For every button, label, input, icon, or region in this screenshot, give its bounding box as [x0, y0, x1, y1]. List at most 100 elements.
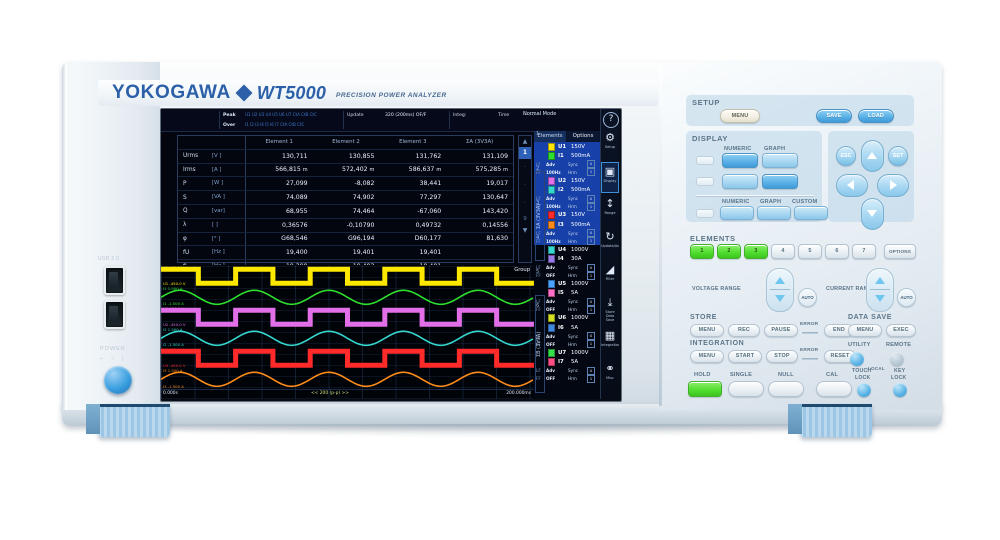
measurement-table[interactable]: Element 1 Element 2 Element 3 ΣA (3V3A) Urms…	[177, 135, 514, 273]
harmonic-source-box[interactable]: 1	[587, 237, 595, 246]
data-save-menu-button[interactable]: MENU	[848, 324, 882, 337]
element-channel-row[interactable]: I3 500mA	[534, 220, 600, 229]
element-ff-row[interactable]: FF OFF Hrm 1	[534, 305, 600, 314]
integration-stop-button[interactable]: STOP	[766, 350, 798, 363]
element-channel-row[interactable]: U6 1000V	[534, 314, 600, 323]
display-graph-button-3[interactable]	[757, 206, 791, 220]
element-filter-row[interactable]: LF Adv Sync U	[534, 194, 600, 203]
rail-item-filter[interactable]: ◢ Filter	[601, 261, 619, 292]
harmonic-source-box[interactable]: 1	[587, 374, 595, 383]
table-row[interactable]: P [W ] 27,099 -8,082 38,441 19,017	[178, 177, 513, 192]
sync-source-box[interactable]: U	[587, 160, 595, 169]
element-ff-row[interactable]: FF 100Hz Hrm 1	[534, 237, 600, 246]
key-lock-button[interactable]	[893, 383, 907, 397]
harmonic-source-box[interactable]: 1	[587, 305, 595, 314]
store-menu-button[interactable]: MENU	[690, 324, 724, 337]
page-dot[interactable]: ·	[524, 182, 526, 189]
page-last[interactable]: 9	[523, 216, 527, 222]
element-ff-row[interactable]: FF 100Hz Hrm 1	[534, 168, 600, 177]
element-filter-row[interactable]: LF Adv Sync U	[534, 332, 600, 341]
element-channel-row[interactable]: U7 1000V	[534, 348, 600, 357]
lcd-screen[interactable]: Peak U1U2U3U4U5U6U7CtACtBCtC Over I1I2I3…	[161, 109, 619, 399]
element-filter-row[interactable]: LF Adv Sync U	[534, 297, 600, 306]
nav-up-button[interactable]	[861, 140, 884, 172]
display-numeric-button-1[interactable]	[722, 153, 758, 168]
display-graph-button-2[interactable]	[762, 174, 798, 189]
display-graph-button-1[interactable]	[762, 153, 798, 168]
nav-right-button[interactable]	[877, 174, 909, 197]
display-numeric-button-3[interactable]	[720, 206, 754, 220]
sync-source-box[interactable]: U	[587, 194, 595, 203]
elements-group-list[interactable]: U1 150V I1 500mA LF Adv Sync U FF 100Hz …	[534, 142, 600, 383]
elements-panel-tabs[interactable]: Elements Options	[534, 131, 600, 142]
cal-button[interactable]	[816, 381, 852, 397]
sync-source-box[interactable]: U	[587, 229, 595, 238]
harmonic-source-box[interactable]: 1	[587, 271, 595, 280]
display-custom-button[interactable]	[794, 206, 828, 220]
element-config-group[interactable]: U5 1000V I5 5A LF Adv Sync U FF OFF Hrm …	[534, 280, 600, 314]
hold-button[interactable]	[688, 381, 722, 397]
element-button-3[interactable]: 3	[744, 244, 768, 259]
element-ff-row[interactable]: FF OFF Hrm 1	[534, 374, 600, 383]
setup-menu-button[interactable]: MENU	[720, 109, 760, 123]
element-button-6[interactable]: 6	[825, 244, 849, 259]
element-channel-row[interactable]: I1 500mA	[534, 151, 600, 160]
current-auto-button[interactable]: AUTO	[897, 288, 916, 307]
nav-down-button[interactable]	[861, 198, 884, 230]
page-dot[interactable]: ·	[524, 164, 526, 171]
esc-button[interactable]: ESC	[836, 146, 856, 166]
set-button[interactable]: SET	[888, 146, 908, 166]
element-button-5[interactable]: 5	[798, 244, 822, 259]
page-current[interactable]: 1	[519, 147, 531, 159]
usb-port-bottom[interactable]	[104, 300, 125, 329]
page-down-icon[interactable]: ▼	[522, 227, 528, 234]
sync-source-box[interactable]: U	[587, 332, 595, 341]
rail-item-integration[interactable]: ▦ Integration	[601, 327, 619, 358]
harmonic-source-box[interactable]: 1	[587, 340, 595, 349]
elements-panel[interactable]: Elements Options U1 150V I1 500mA LF Adv …	[534, 131, 600, 399]
element-ff-row[interactable]: FF OFF Hrm 1	[534, 271, 600, 280]
help-icon[interactable]: ?	[603, 112, 619, 128]
integration-menu-button[interactable]: MENU	[690, 350, 724, 363]
element-button-2[interactable]: 2	[717, 244, 741, 259]
table-row[interactable]: φ [° ] G68,546 G96,194 D60,177 81,630	[178, 232, 513, 247]
element-button-1[interactable]: 1	[690, 244, 714, 259]
single-button[interactable]	[728, 381, 764, 397]
element-channel-row[interactable]: U2 150V	[534, 176, 600, 185]
rail-item-display[interactable]: ▣ Display	[601, 162, 619, 193]
page-dot[interactable]: ·	[524, 200, 526, 207]
element-channel-row[interactable]: U3 150V	[534, 211, 600, 220]
rail-item-update-averaging[interactable]: ↻ Update/Averaging	[601, 228, 619, 259]
element-options-button[interactable]: OPTIONS	[884, 244, 916, 259]
utility-button[interactable]	[850, 352, 864, 366]
rail-item-misc[interactable]: ⚭ Misc	[601, 360, 619, 391]
store-pause-button[interactable]: PAUSE	[764, 324, 798, 337]
table-row[interactable]: λ [ ] 0,36576 -0,10790 0,49732 0,14556	[178, 218, 513, 233]
waveform-area[interactable]: U1 450.0 V U1 -450.0 V I1 1.500 A I1 -1.500…	[161, 265, 534, 399]
power-button[interactable]	[104, 366, 132, 394]
rail-item-setup[interactable]: ⚙ Setup	[601, 129, 619, 160]
null-button[interactable]	[768, 381, 804, 397]
usb-port-top[interactable]	[104, 266, 125, 295]
sync-source-box[interactable]: U	[587, 366, 595, 375]
element-config-group[interactable]: U4 1000V I4 30A LF Adv Sync U FF OFF Hrm…	[534, 245, 600, 280]
data-save-exec-button[interactable]: EXEC	[886, 324, 916, 337]
nav-left-button[interactable]	[836, 174, 868, 197]
harmonic-source-box[interactable]: 1	[587, 202, 595, 211]
elements-tab[interactable]: Options	[567, 131, 600, 142]
integration-start-button[interactable]: START	[728, 350, 762, 363]
current-range-stepper[interactable]	[866, 268, 894, 312]
setup-save-button[interactable]: SAVE	[816, 109, 852, 123]
element-config-group[interactable]: U1 150V I1 500mA LF Adv Sync U FF 100Hz …	[534, 142, 600, 177]
touch-lock-button[interactable]	[857, 383, 871, 397]
element-config-group[interactable]: U7 1000V I7 5A LF Adv Sync U FF OFF Hrm …	[534, 348, 600, 383]
element-button-4[interactable]: 4	[771, 244, 795, 259]
element-filter-row[interactable]: LF Adv Sync U	[534, 160, 600, 169]
element-channel-row[interactable]: U1 150V	[534, 142, 600, 151]
element-channel-row[interactable]: I6 5A	[534, 323, 600, 332]
element-filter-row[interactable]: LF Adv Sync U	[534, 366, 600, 375]
element-channel-row[interactable]: U5 1000V	[534, 280, 600, 289]
store-rec-button[interactable]: REC	[728, 324, 760, 337]
table-row[interactable]: Urms [V ] 130,711 130,855 131,762 131,109	[178, 149, 513, 164]
element-channel-row[interactable]: I5 5A	[534, 289, 600, 298]
